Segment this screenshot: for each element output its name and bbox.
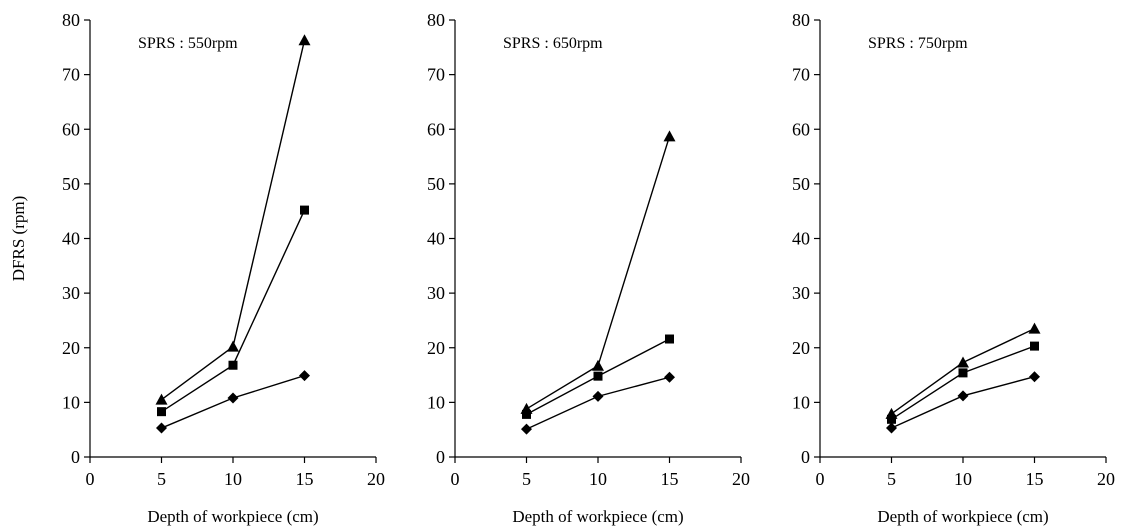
data-point-diamond <box>664 371 675 383</box>
chart-panel-3: 0 10 20 30 40 50 60 70 80 0 5 10 15 20 Depth of workpi… <box>792 10 1115 526</box>
data-point-triangle <box>957 356 969 368</box>
y-tick-label: 20 <box>792 338 810 358</box>
data-point-triangle <box>663 130 676 142</box>
x-tick-label: 5 <box>522 469 531 489</box>
x-axis-label: Depth of workpiece (cm) <box>877 507 1048 526</box>
y-tick-label: 80 <box>62 10 80 30</box>
y-tick-label: 50 <box>792 174 810 194</box>
data-point-square <box>300 205 309 215</box>
data-point-diamond <box>957 390 969 402</box>
y-tick-label: 0 <box>801 447 810 467</box>
y-tick-label: 30 <box>792 283 810 303</box>
y-tick-label: 70 <box>62 65 80 85</box>
x-tick-label: 15 <box>1026 469 1044 489</box>
x-tick-label: 20 <box>1097 469 1115 489</box>
y-tick-label: 20 <box>62 338 80 358</box>
y-tick-label: 80 <box>427 10 445 30</box>
y-tick-label: 10 <box>427 392 445 412</box>
chart-panel-1: 0 10 20 30 40 50 60 70 80 0 5 10 15 20 Depth of workpi… <box>9 10 385 526</box>
x-tick-label: 0 <box>451 469 460 489</box>
panel-title: SPRS : 650rpm <box>503 35 603 52</box>
y-tick-label: 0 <box>71 447 80 467</box>
y-tick-label: 40 <box>427 229 445 249</box>
y-tick-label: 30 <box>427 283 445 303</box>
y-tick-label: 20 <box>427 338 445 358</box>
data-point-diamond <box>299 370 310 382</box>
y-tick-label: 80 <box>792 10 810 30</box>
series-line-diamond <box>891 376 1035 429</box>
x-tick-label: 20 <box>367 469 385 489</box>
chart-panel-2: 0 10 20 30 40 50 60 70 80 0 5 10 15 20 Depth of workpi… <box>427 10 750 526</box>
data-point-square <box>593 371 603 381</box>
data-point-triangle <box>885 407 898 419</box>
x-tick-label: 15 <box>661 469 679 489</box>
panel-title: SPRS : 750rpm <box>868 35 968 52</box>
y-tick-label: 10 <box>62 392 80 412</box>
x-tick-label: 20 <box>732 469 750 489</box>
data-point-diamond <box>521 423 532 435</box>
y-tick-label: 50 <box>62 174 80 194</box>
y-tick-label: 40 <box>62 229 80 249</box>
data-point-square <box>157 407 166 417</box>
data-point-diamond <box>886 422 897 434</box>
data-point-square <box>1030 341 1039 351</box>
data-point-diamond <box>1029 371 1040 383</box>
x-tick-label: 0 <box>816 469 825 489</box>
x-tick-label: 0 <box>86 469 95 489</box>
x-axis-label: Depth of workpiece (cm) <box>512 507 683 526</box>
panel-title: SPRS : 550rpm <box>138 35 238 52</box>
y-tick-label: 60 <box>792 119 810 139</box>
x-tick-label: 15 <box>296 469 314 489</box>
data-point-square <box>958 368 968 378</box>
data-point-triangle <box>155 393 168 405</box>
y-tick-label: 70 <box>427 65 445 85</box>
data-point-square <box>522 409 531 419</box>
y-tick-label: 60 <box>427 119 445 139</box>
x-tick-label: 10 <box>224 469 242 489</box>
data-point-diamond <box>227 392 239 404</box>
data-point-square <box>887 414 896 424</box>
x-tick-label: 10 <box>954 469 972 489</box>
data-point-triangle <box>1028 322 1041 334</box>
x-axis-label: Depth of workpiece (cm) <box>147 507 318 526</box>
data-point-square <box>665 334 674 344</box>
data-point-diamond <box>592 390 604 402</box>
y-tick-label: 0 <box>436 447 445 467</box>
y-axis-label: DFRS (rpm) <box>9 196 28 281</box>
data-point-diamond <box>156 422 167 434</box>
y-tick-label: 10 <box>792 392 810 412</box>
data-point-square <box>228 360 238 370</box>
y-tick-label: 60 <box>62 119 80 139</box>
x-tick-label: 5 <box>157 469 166 489</box>
x-tick-label: 10 <box>589 469 607 489</box>
series-line-square <box>161 209 306 413</box>
y-tick-label: 40 <box>792 229 810 249</box>
data-point-triangle <box>227 340 239 352</box>
y-tick-label: 30 <box>62 283 80 303</box>
y-tick-label: 50 <box>427 174 445 194</box>
data-point-triangle <box>520 402 533 414</box>
data-point-triangle <box>298 34 311 46</box>
y-tick-label: 70 <box>792 65 810 85</box>
data-point-triangle <box>592 359 604 371</box>
x-tick-label: 5 <box>887 469 896 489</box>
